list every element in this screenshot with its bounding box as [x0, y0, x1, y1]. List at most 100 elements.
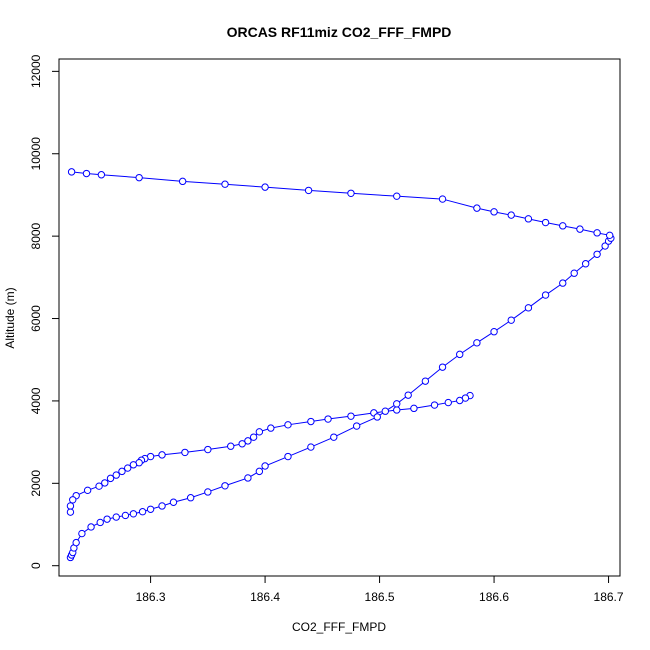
- data-point: [393, 406, 401, 414]
- data-point: [570, 269, 578, 277]
- data-point: [605, 231, 614, 240]
- data-point: [444, 398, 452, 407]
- data-point: [255, 428, 264, 436]
- data-point: [576, 225, 584, 233]
- data-point: [83, 486, 92, 495]
- data-point: [430, 401, 439, 409]
- series-line: [71, 171, 610, 236]
- data-point: [393, 192, 401, 200]
- x-tick-label: 186.3: [136, 590, 166, 604]
- data-point: [101, 479, 109, 487]
- data-point: [255, 467, 264, 476]
- y-tick-label: 6000: [29, 305, 43, 332]
- data-point: [507, 316, 515, 324]
- data-point: [438, 195, 447, 203]
- data-point: [169, 498, 178, 506]
- data-point: [221, 482, 229, 490]
- data-point: [72, 538, 80, 547]
- x-axis: 186.3 186.4 186.5 186.6 186.7: [136, 576, 624, 604]
- data-point: [559, 222, 567, 230]
- data-point: [87, 523, 95, 531]
- data-point: [261, 183, 269, 191]
- data-point: [601, 242, 609, 250]
- data-point: [95, 482, 103, 490]
- y-tick-label: 2000: [29, 470, 43, 497]
- data-point: [593, 229, 601, 237]
- data-point: [490, 328, 498, 336]
- data-point: [421, 377, 430, 385]
- data-point: [559, 279, 567, 287]
- plot-frame: [58, 58, 621, 577]
- data-point: [507, 211, 515, 219]
- data-point: [66, 508, 75, 516]
- data-point: [158, 502, 166, 510]
- series-layer: [66, 168, 615, 562]
- data-point: [404, 391, 412, 399]
- data-point: [330, 433, 338, 441]
- data-point: [410, 404, 418, 413]
- data-point: [123, 464, 132, 472]
- data-point: [181, 448, 189, 457]
- data-point: [284, 452, 292, 461]
- data-point: [284, 421, 292, 429]
- data-point: [381, 407, 389, 415]
- data-point: [524, 215, 533, 223]
- data-point: [186, 494, 195, 502]
- data-point: [244, 437, 252, 445]
- data-point: [146, 505, 155, 513]
- x-tick-label: 186.5: [365, 590, 395, 604]
- data-point: [373, 413, 381, 421]
- data-point: [106, 474, 115, 483]
- data-point: [304, 186, 313, 195]
- data-point: [490, 208, 498, 216]
- data-point: [129, 461, 138, 469]
- data-point: [456, 396, 464, 405]
- data-point: [78, 529, 86, 538]
- data-point: [82, 169, 91, 178]
- data-point: [307, 417, 315, 426]
- y-tick-label: 10000: [29, 137, 43, 171]
- data-point: [204, 488, 212, 496]
- x-axis-label: CO2_FFF_FMPD: [292, 620, 386, 634]
- data-point: [324, 415, 332, 423]
- data-point: [204, 445, 212, 454]
- data-point: [438, 363, 447, 371]
- data-point: [593, 250, 601, 258]
- y-axis: 0 2000 4000 6000 8000 10000 12000: [29, 54, 59, 569]
- x-tick-label: 186.4: [250, 590, 280, 604]
- data-point: [135, 173, 143, 182]
- data-point: [473, 204, 481, 212]
- data-point: [541, 218, 550, 227]
- x-tick-label: 186.7: [594, 590, 624, 604]
- x-tick-label: 186.6: [479, 590, 509, 604]
- data-point: [112, 513, 120, 521]
- data-point: [103, 515, 111, 523]
- data-point: [238, 440, 246, 448]
- data-point: [96, 518, 104, 527]
- y-tick-label: 12000: [29, 54, 43, 88]
- data-point: [138, 508, 147, 516]
- data-point: [352, 422, 361, 430]
- data-point: [581, 260, 590, 268]
- data-point: [473, 339, 481, 347]
- data-point: [249, 433, 258, 441]
- data-point: [307, 443, 315, 451]
- data-point: [67, 168, 76, 176]
- y-tick-label: 4000: [29, 387, 43, 414]
- data-point: [69, 496, 77, 504]
- data-point: [178, 177, 187, 186]
- data-point: [97, 171, 106, 179]
- data-point: [112, 471, 120, 479]
- data-point: [158, 451, 166, 459]
- data-point: [541, 291, 550, 299]
- data-point: [227, 442, 235, 450]
- data-point: [129, 510, 138, 518]
- data-point: [221, 180, 229, 188]
- data-point: [347, 412, 355, 420]
- y-tick-label: 0: [29, 562, 43, 569]
- data-point: [393, 400, 401, 408]
- y-axis-label: Altitude (m): [3, 287, 17, 348]
- data-point: [66, 502, 75, 510]
- data-point: [456, 350, 464, 359]
